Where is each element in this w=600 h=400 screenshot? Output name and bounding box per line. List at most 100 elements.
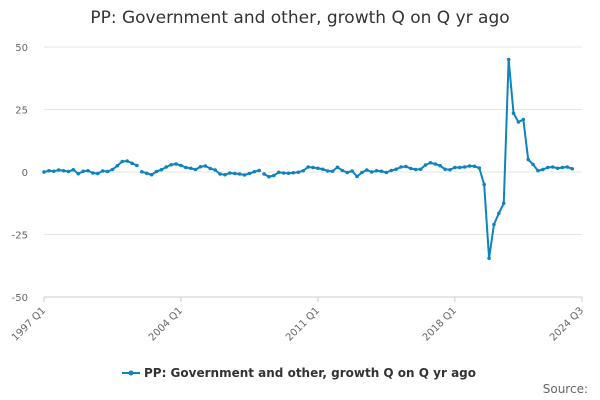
data-point — [272, 173, 276, 178]
data-point — [345, 170, 350, 175]
data-point — [448, 167, 452, 172]
data-point — [110, 167, 115, 172]
data-point — [66, 169, 71, 174]
data-point — [438, 163, 442, 168]
data-point — [100, 169, 105, 173]
data-point — [433, 162, 438, 166]
data-point — [384, 170, 389, 175]
data-point — [423, 163, 428, 167]
data-point — [86, 168, 90, 173]
data-point — [306, 165, 310, 169]
data-point — [550, 165, 555, 169]
data-point — [281, 171, 286, 175]
data-point — [404, 164, 408, 169]
data-point — [56, 168, 61, 172]
data-point — [262, 172, 266, 176]
x-tick-label: 2004 Q1 — [147, 305, 185, 343]
legend-swatch-marker — [128, 370, 134, 376]
data-point — [169, 162, 173, 167]
data-point — [267, 174, 271, 179]
data-point — [218, 172, 222, 176]
data-point — [531, 162, 535, 167]
data-point — [203, 164, 208, 168]
data-point — [125, 159, 129, 163]
data-point — [320, 167, 325, 172]
data-point — [560, 165, 565, 170]
data-point — [521, 117, 526, 122]
data-point — [252, 169, 257, 174]
data-point — [350, 169, 354, 173]
data-point — [276, 170, 281, 175]
legend-label: PP: Government and other, growth Q on Q … — [144, 366, 476, 380]
data-point — [247, 171, 252, 176]
data-point — [188, 166, 193, 171]
x-tick-label: 1997 Q1 — [10, 305, 48, 343]
data-point — [179, 163, 183, 168]
data-point — [428, 160, 433, 165]
data-point — [316, 166, 320, 171]
data-point — [506, 57, 511, 62]
data-point — [516, 120, 521, 124]
data-point — [409, 166, 413, 171]
data-point — [541, 167, 545, 172]
data-point — [355, 174, 359, 179]
data-point — [399, 165, 403, 169]
data-point — [511, 111, 516, 116]
y-tick-label: 25 — [15, 106, 28, 117]
data-point — [286, 171, 291, 176]
data-point — [453, 165, 457, 170]
data-point — [555, 166, 560, 171]
data-point — [340, 168, 345, 173]
legend: PP: Government and other, growth Q on Q … — [121, 366, 476, 380]
x-tick-label: 2011 Q1 — [284, 305, 322, 343]
data-point — [477, 166, 482, 170]
data-point — [144, 171, 149, 176]
x-tick-label: 2024 Q3 — [548, 305, 586, 343]
data-point — [545, 165, 550, 170]
chart-title: PP: Government and other, growth Q on Q … — [90, 8, 510, 28]
data-point — [301, 168, 306, 173]
data-point — [536, 168, 540, 173]
data-point — [457, 165, 462, 170]
data-point — [472, 164, 477, 169]
data-point — [360, 170, 364, 175]
y-tick-label: -25 — [12, 231, 28, 242]
data-point — [120, 159, 125, 164]
y-tick-label: 0 — [22, 168, 28, 179]
data-point — [232, 171, 237, 176]
data-point — [149, 172, 154, 177]
data-point — [159, 167, 164, 172]
data-point — [311, 165, 315, 170]
data-point — [296, 170, 301, 175]
data-point — [193, 167, 198, 172]
data-point — [394, 167, 398, 172]
data-point — [570, 166, 575, 171]
data-point — [482, 182, 486, 187]
data-point — [130, 161, 134, 166]
data-point — [208, 166, 213, 171]
data-point — [330, 169, 335, 174]
data-point — [76, 171, 81, 176]
data-point — [198, 164, 203, 169]
data-point — [42, 170, 46, 174]
y-tick-label: -50 — [12, 293, 28, 304]
data-point — [374, 168, 379, 173]
data-point — [154, 169, 159, 174]
data-point — [418, 167, 423, 172]
data-point — [291, 170, 296, 175]
data-point — [462, 165, 467, 169]
data-point — [96, 171, 100, 176]
data-point — [369, 170, 374, 174]
data-point — [492, 222, 496, 227]
data-point — [237, 172, 242, 176]
data-point — [242, 173, 247, 177]
data-point — [497, 211, 501, 216]
data-point — [413, 167, 418, 172]
data-point — [223, 172, 227, 177]
data-point — [487, 256, 491, 261]
data-point — [174, 162, 178, 166]
data-point — [257, 168, 262, 173]
data-point — [325, 169, 330, 173]
data-point — [184, 165, 188, 170]
